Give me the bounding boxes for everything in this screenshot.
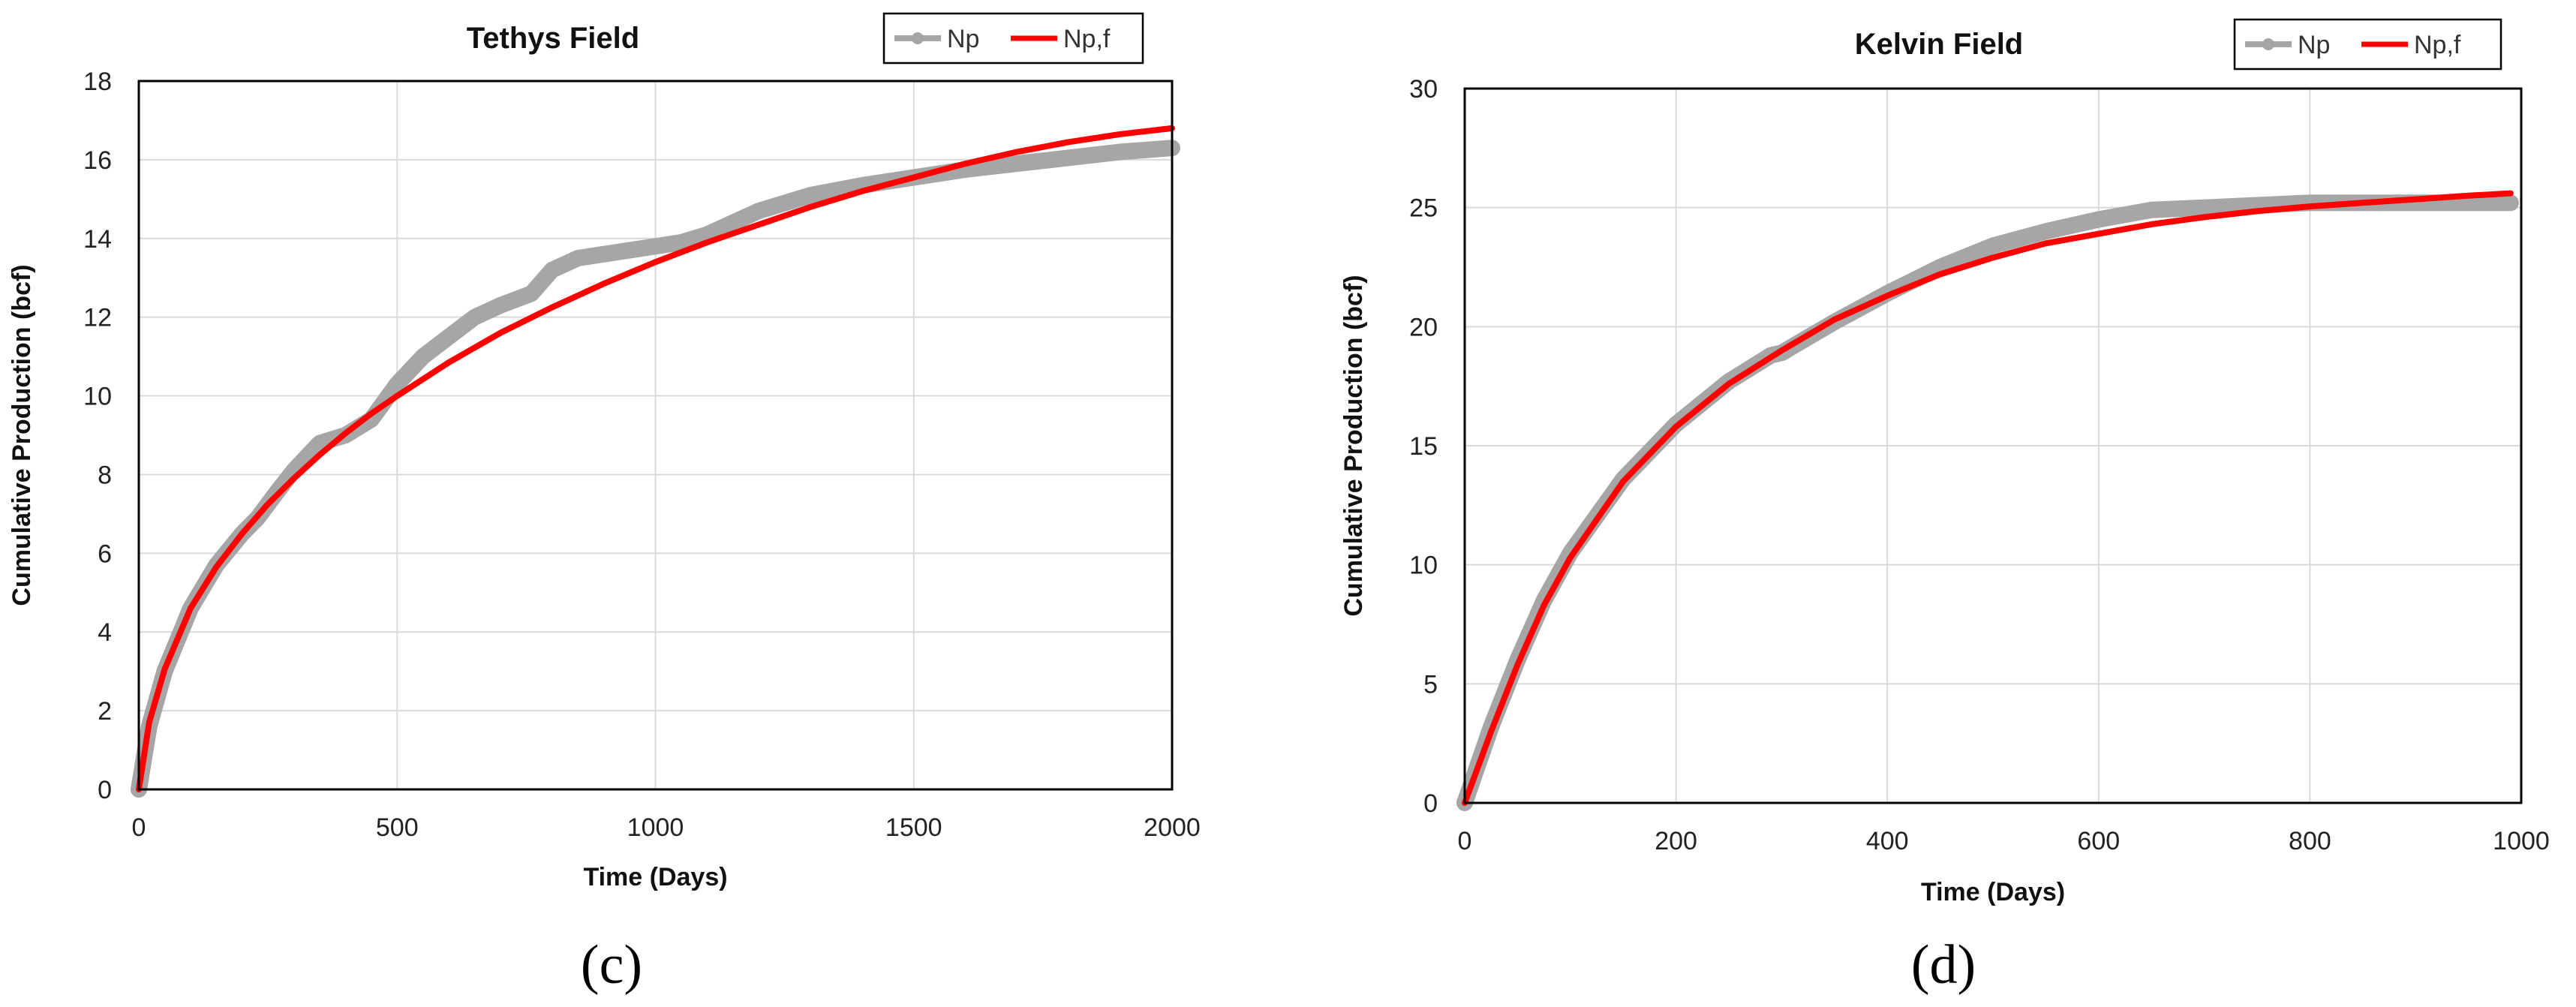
plot-frame [137,80,1174,791]
x-tick-label: 800 [2289,827,2331,855]
y-tick-label: 30 [1409,75,1438,104]
chart-panel-kelvin: 0 200 400 600 800 1000 0 5 10 15 20 25 30 Kelvin Fiel… [1339,18,2550,996]
series-np-point [1113,144,1129,160]
plot-frame [1463,87,2523,804]
legend: Np Np,f [2233,18,2502,71]
series-np-point [2460,195,2476,211]
series-np-point [2502,195,2518,211]
y-tick-label: 0 [98,776,112,804]
series-np-point [492,297,508,313]
x-tick-label: 400 [1866,827,1909,855]
series-np-point [673,235,689,251]
series-np-point [751,203,767,219]
series-np-point [441,329,457,344]
y-tick-label: 8 [98,461,112,489]
y-tick-label: 14 [83,225,112,254]
series-np-point [570,251,586,266]
legend-np-label: Np [947,25,979,53]
series-np-point [2091,212,2106,227]
legend-npf-label: Np,f [1063,25,1111,53]
legend: Np Np,f [882,12,1144,65]
legend-np-marker [912,32,924,44]
y-axis-label: Cumulative Production (bcf) [1339,275,1368,616]
x-tick-label: 0 [1458,827,1472,855]
series-npf-line [1462,190,2514,806]
chart-title: Kelvin Field [1855,28,2024,61]
series-np-point [596,246,612,262]
panel-label: (d) [1911,934,1976,996]
x-tick-label: 600 [2077,827,2120,855]
series-np-point [2196,200,2212,215]
x-tick-label: 0 [132,813,146,842]
y-tick-label: 25 [1409,194,1438,223]
series-npf-line [136,125,1175,792]
series-np-point [1009,156,1025,172]
series-np-point [311,435,327,451]
x-tick-label: 1000 [2493,827,2550,855]
legend-np-label: Np [2298,31,2330,59]
series-np-point [389,376,405,392]
series-np-point [524,286,540,302]
x-axis-label: Time (Days) [583,863,727,891]
series-np-point [544,262,560,278]
x-tick-label: 500 [376,813,419,842]
series-np-point [2038,224,2054,239]
y-tick-label: 10 [1409,552,1438,580]
legend-npf-label: Np,f [2414,31,2461,59]
y-tick-label: 10 [83,383,112,411]
series-np-point [2144,202,2160,218]
y-axis-label: Cumulative Production (bcf) [8,264,36,606]
series-np-point [1985,238,2000,254]
series-np-point [725,215,741,230]
series-np-line [1456,194,2519,811]
series-np-point [803,188,819,203]
series-np-point [467,309,482,325]
y-tick-label: 12 [83,304,112,332]
chart-title: Tethys Field [467,22,639,55]
y-tick-label: 0 [1423,789,1438,818]
series-np-point [622,242,638,258]
y-tick-label: 2 [98,697,112,726]
x-tick-label: 200 [1655,827,1697,855]
series-np-point [415,349,431,365]
y-tick-label: 20 [1409,313,1438,341]
x-tick-label: 2000 [1144,813,1201,842]
x-tick-label: 1500 [885,813,942,842]
y-tick-label: 6 [98,540,112,568]
chart-panel-tethys: 0 500 1000 1500 2000 0 2 4 6 8 10 12 14 16 18 Tethys Fi… [8,12,1201,996]
y-tick-label: 18 [83,68,112,96]
series-np-point [648,239,663,254]
x-axis-label: Time (Days) [1921,878,2065,906]
x-tick-label: 1000 [627,813,684,842]
series-np-point [1061,150,1077,166]
panel-label: (c) [581,934,642,996]
y-tick-label: 16 [83,146,112,175]
legend-np-marker [2262,38,2274,50]
y-tick-label: 4 [98,618,112,647]
y-tick-label: 5 [1423,670,1438,699]
y-tick-label: 15 [1409,432,1438,461]
